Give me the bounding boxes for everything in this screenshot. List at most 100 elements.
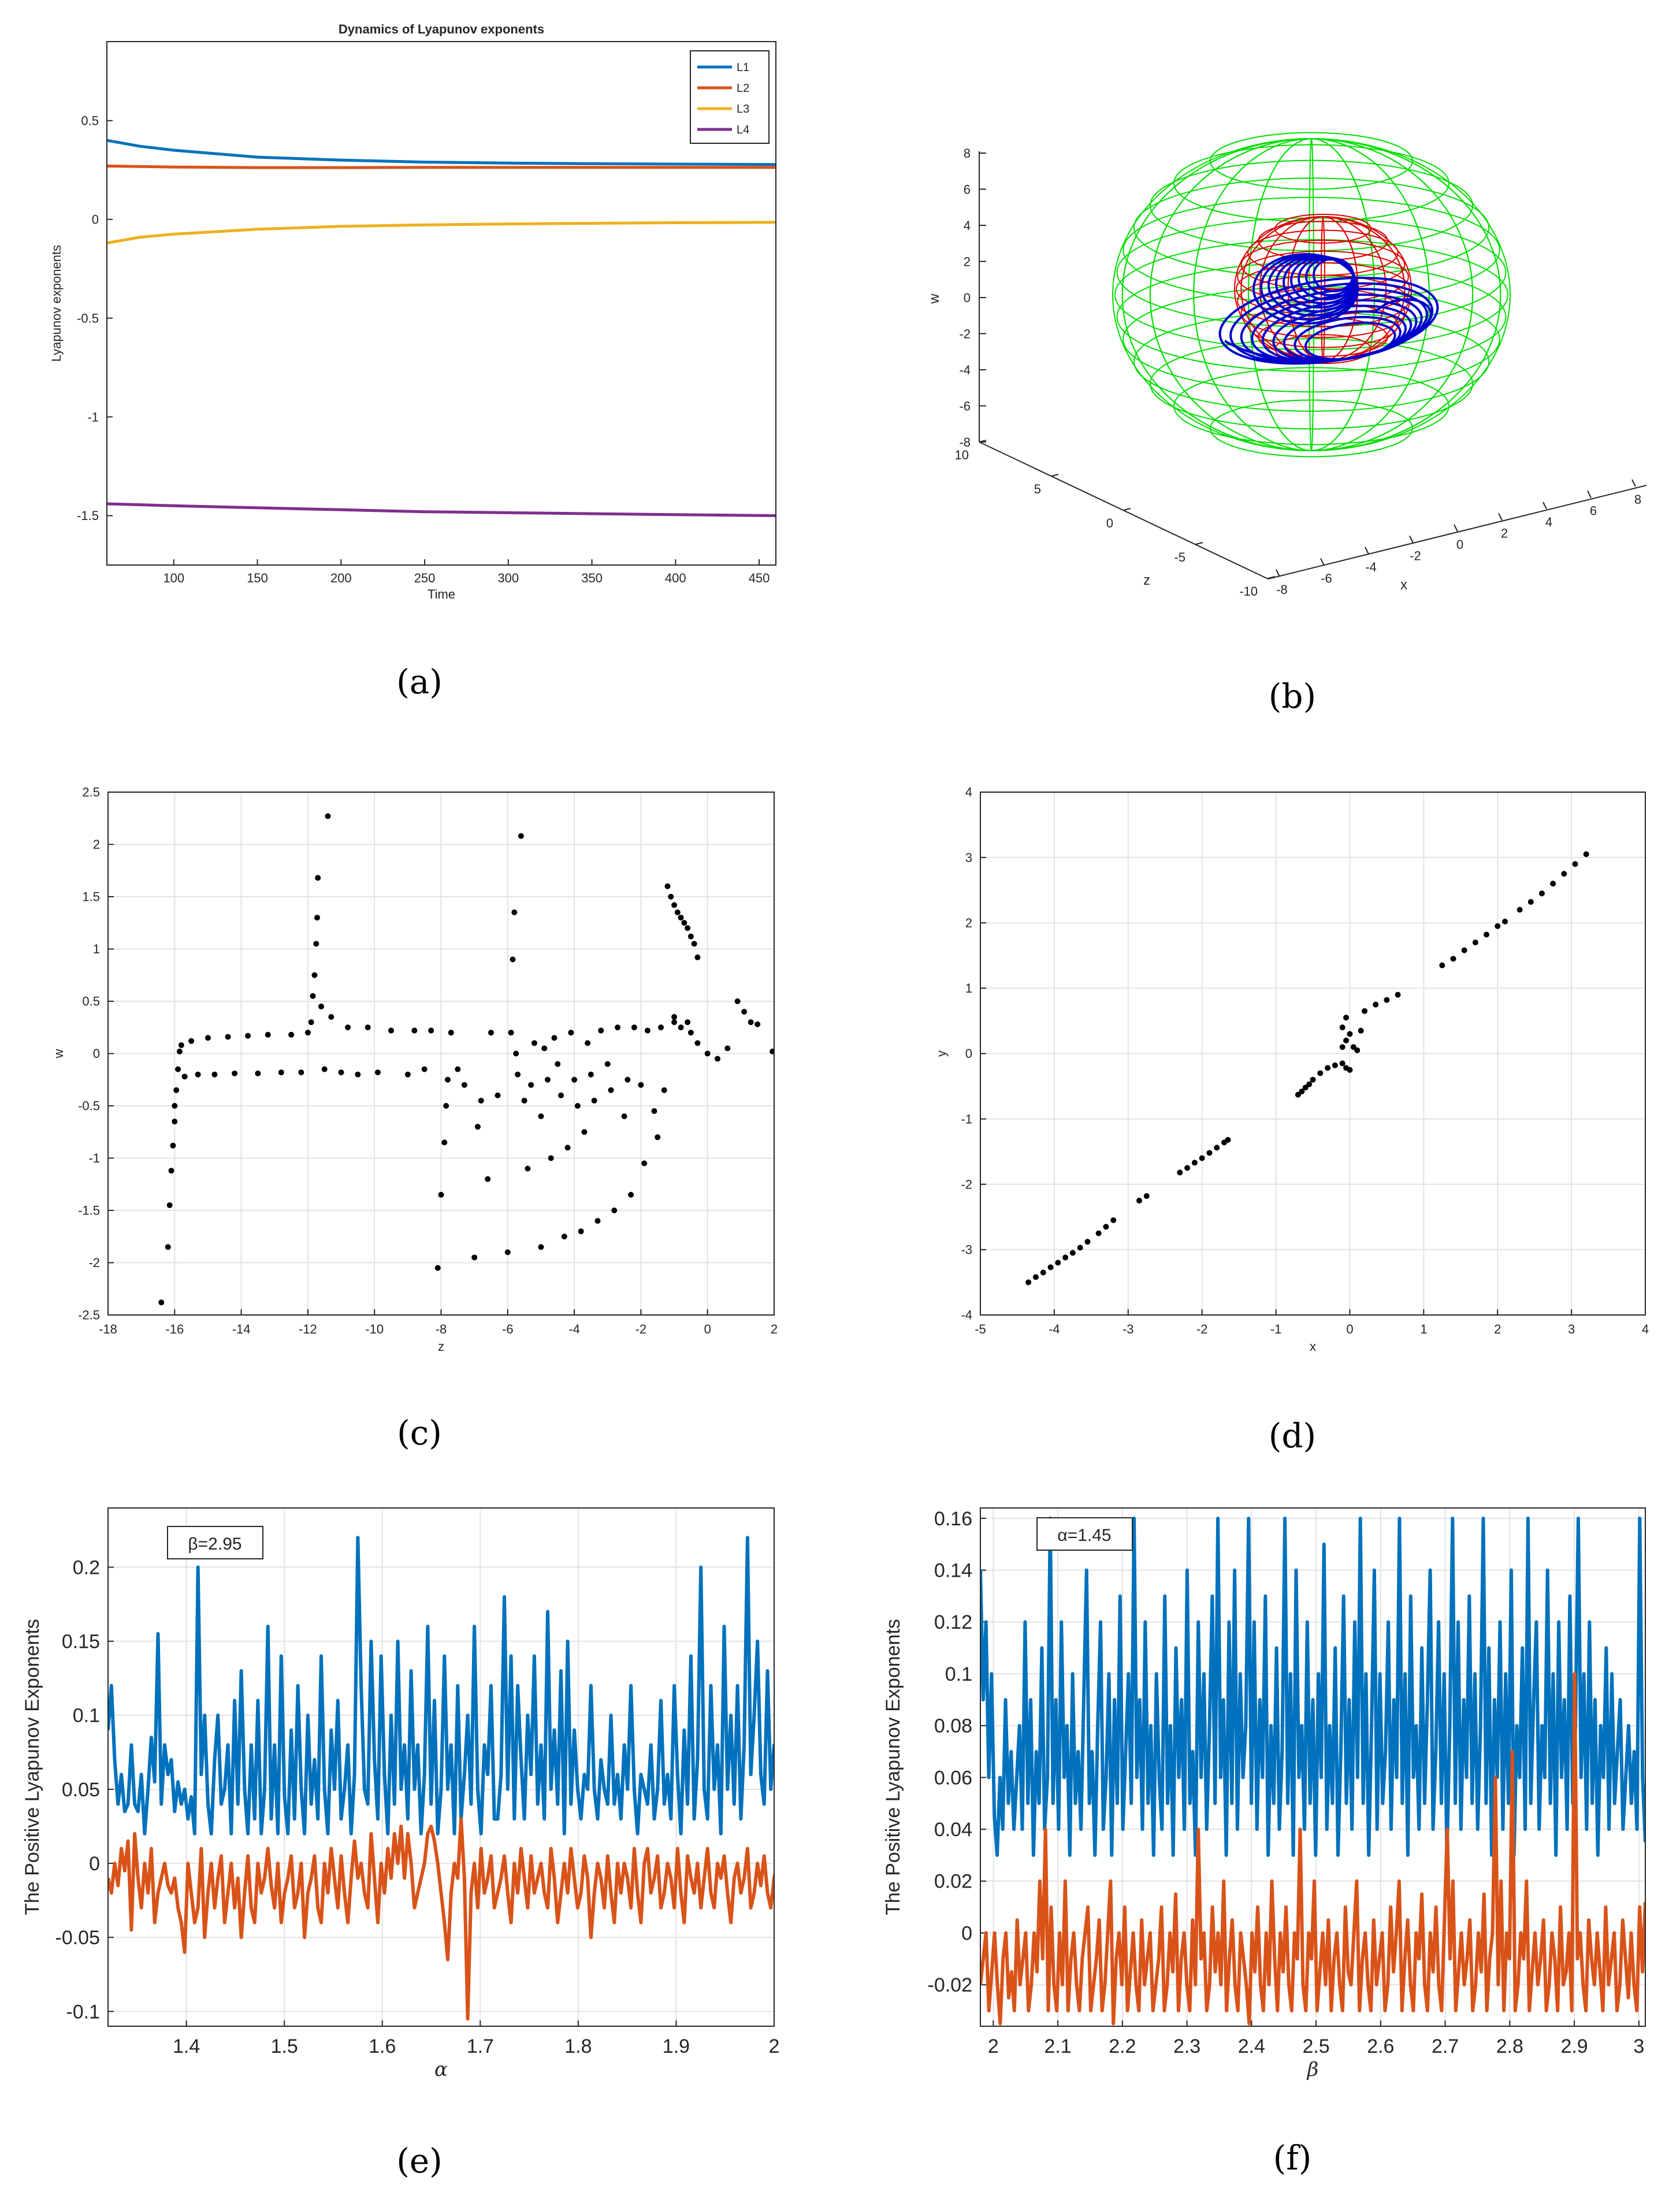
scatter-point — [504, 1249, 511, 1255]
legend-label: L4 — [737, 124, 749, 136]
x-tick-label: 300 — [497, 571, 519, 585]
x-tick-label: -10 — [365, 1322, 384, 1336]
scatter-point — [1191, 1160, 1198, 1166]
scatter-point — [704, 1050, 711, 1057]
scatter-point — [544, 1076, 551, 1083]
scatter-point — [388, 1027, 395, 1034]
x-tick — [1454, 524, 1458, 532]
y-tick-label: 0.04 — [934, 1819, 972, 1841]
scatter-point — [1206, 1150, 1213, 1156]
scatter-point — [1317, 1070, 1324, 1076]
scatter-point — [615, 1024, 621, 1031]
scatter-point — [338, 1069, 344, 1076]
y-axis-label: The Positive Lyapunov Exponents — [882, 1619, 904, 1915]
scatter-point — [548, 1155, 554, 1161]
scatter-point — [594, 1218, 601, 1224]
x-tick-label: 1.8 — [564, 2035, 592, 2057]
scatter-point — [631, 1024, 637, 1031]
y-tick-label: -1 — [87, 410, 99, 424]
y-tick-label: 0.2 — [73, 1557, 100, 1578]
x-tick-label: 200 — [330, 571, 352, 585]
series-line-LE1 — [108, 1536, 774, 1836]
plot-area — [107, 42, 776, 565]
legend-label: L1 — [737, 61, 749, 74]
w-tick-label: -4 — [959, 363, 971, 377]
outer-ellipsoid — [1112, 132, 1511, 458]
scatter-point — [678, 915, 684, 921]
scatter-point — [328, 1014, 334, 1020]
scatter-point — [655, 1134, 661, 1141]
scatter-point — [1069, 1250, 1076, 1256]
scatter-point — [1332, 1062, 1338, 1068]
attractor-loop — [1313, 258, 1354, 292]
data-layer — [108, 1536, 774, 2021]
x-tick-label: 2 — [1494, 1322, 1501, 1336]
scatter-point — [474, 1124, 481, 1130]
z-axis-label: z — [1143, 573, 1150, 588]
axes-box — [107, 792, 775, 1316]
scatter-point — [694, 954, 701, 960]
scatter-point — [641, 1160, 648, 1167]
scatter-point — [434, 1265, 441, 1271]
scatter-point — [1325, 1065, 1331, 1071]
latitude-line — [1173, 144, 1449, 222]
y-tick-label: -1.5 — [78, 1203, 100, 1218]
x-tick-label: 2.5 — [1302, 2035, 1329, 2057]
scatter-point — [1184, 1165, 1191, 1171]
x-axis-line — [1268, 485, 1647, 579]
x-tick-label: 1.6 — [369, 2035, 396, 2057]
y-tick-label: -4 — [961, 1308, 972, 1323]
z-tick — [1051, 474, 1059, 477]
scatter-point — [598, 1027, 604, 1034]
y-tick-label: 0.5 — [81, 113, 99, 128]
scatter-point — [1040, 1269, 1046, 1276]
x-tick-label: 8 — [1634, 492, 1641, 507]
scatter-point — [1502, 918, 1508, 924]
y-tick-label: 3 — [965, 850, 972, 865]
y-tick-label: 1 — [965, 981, 972, 995]
y-tick-label: -2 — [88, 1255, 100, 1270]
y-axis-label: The Positive Lyapunov Exponents — [21, 1619, 43, 1915]
scatter-point — [455, 1066, 461, 1072]
scatter-point — [538, 1244, 544, 1250]
scatter-point — [1350, 1044, 1356, 1050]
y-tick-label: 2.5 — [82, 785, 100, 800]
w-tick-label: -2 — [959, 327, 971, 341]
scatter-point — [1354, 1047, 1361, 1053]
scatter-point — [1339, 1044, 1346, 1050]
scatter-point — [188, 1038, 195, 1044]
scatter-point — [298, 1069, 304, 1076]
scatter-point — [1302, 1084, 1309, 1091]
scatter-point — [1136, 1198, 1142, 1204]
scatter-point — [1362, 1008, 1368, 1014]
scatter-point — [1572, 861, 1578, 867]
data-layer — [107, 139, 776, 517]
x-tick-label: 350 — [581, 571, 603, 585]
x-tick-label: 0 — [1346, 1322, 1353, 1336]
x-tick-label: -5 — [975, 1322, 986, 1336]
scatter-point — [1306, 1081, 1313, 1087]
scatter-point — [515, 1071, 521, 1078]
scatter-point — [681, 920, 687, 926]
x-tick — [1320, 558, 1325, 566]
scatter-point — [1177, 1169, 1183, 1176]
scatter-point — [1347, 1067, 1353, 1073]
scatter-point — [521, 1097, 527, 1104]
scatter-point — [581, 1129, 588, 1135]
y-tick-label: 0.5 — [82, 994, 100, 1009]
y-tick-label: -0.02 — [928, 1974, 973, 1996]
x-tick-label: 2.7 — [1432, 2035, 1459, 2057]
x-tick-label: -3 — [1123, 1322, 1134, 1336]
x-tick — [1276, 569, 1280, 577]
scatter-point — [661, 1087, 667, 1093]
scatter-point — [445, 1076, 451, 1083]
scatter-point — [1055, 1260, 1061, 1266]
scatter-point — [1395, 991, 1401, 998]
scatter-point — [551, 1035, 557, 1041]
scatter-point — [564, 1145, 571, 1151]
x-tick-label: 2 — [1501, 526, 1508, 541]
x-tick-label: 450 — [749, 571, 770, 585]
panel-e: 1.4 1.5 1.6 1.7 1.8 1.9 2 -0.1 -0.05 0 0.05 0.1 0.15… — [21, 1507, 779, 2081]
y-tick-label: -0.5 — [78, 1099, 100, 1113]
